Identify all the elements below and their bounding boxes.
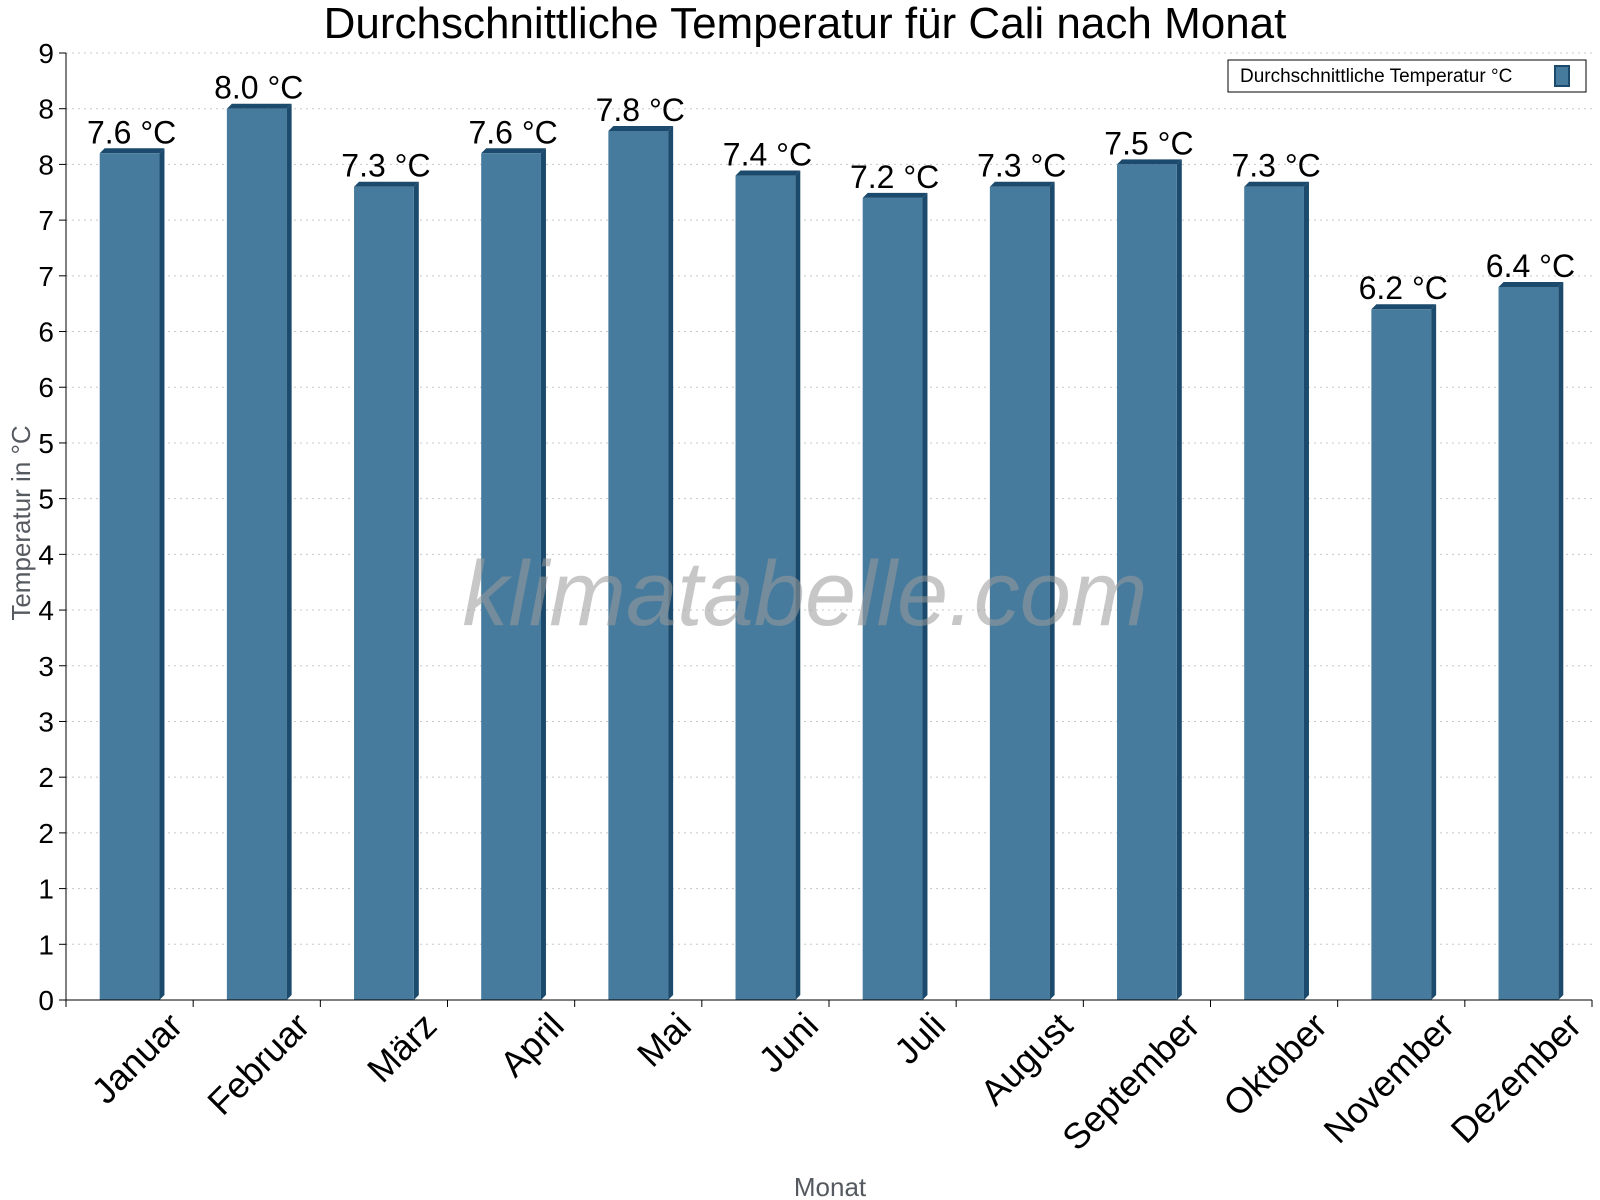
y-tick-label: 7 <box>38 261 54 292</box>
bar-top <box>481 148 546 154</box>
x-tick-label: August <box>972 1005 1080 1113</box>
data-label: 7.3 °C <box>341 148 430 184</box>
bar-top <box>608 125 674 131</box>
data-label: 6.2 °C <box>1359 270 1448 306</box>
bar-side <box>1049 181 1055 1001</box>
x-tick-label: Juli <box>886 1005 953 1072</box>
legend-swatch <box>1554 65 1570 87</box>
bar-side <box>1176 159 1182 1001</box>
y-tick-label: 2 <box>38 762 54 793</box>
y-tick-label: 2 <box>38 818 54 849</box>
bar-top <box>862 192 928 198</box>
data-label: 7.3 °C <box>977 148 1066 184</box>
bar-side <box>1558 281 1564 1000</box>
legend: Durchschnittliche Temperatur °C <box>1227 59 1587 93</box>
bar-side <box>413 181 419 1001</box>
bar-side <box>922 192 928 1000</box>
x-tick-label: Januar <box>83 1005 190 1112</box>
y-tick-label: 1 <box>38 929 54 960</box>
bar-top <box>1371 304 1437 310</box>
data-label: 7.8 °C <box>596 92 685 128</box>
x-tick-label: November <box>1315 1005 1461 1151</box>
bar <box>481 153 541 1001</box>
x-tick-label: Dezember <box>1443 1005 1589 1151</box>
bar-top <box>226 103 292 109</box>
y-tick-label: 3 <box>38 651 54 682</box>
grid-lines <box>66 52 1592 945</box>
y-tick-label: 9 <box>38 38 54 69</box>
x-tick-label: Februar <box>199 1005 317 1123</box>
bar <box>226 108 287 1001</box>
x-tick-label: Oktober <box>1215 1005 1335 1125</box>
legend-label: Durchschnittliche Temperatur °C <box>1240 66 1512 87</box>
data-label: 7.6 °C <box>468 114 557 150</box>
bar-top <box>735 170 801 176</box>
bar <box>1498 286 1559 1000</box>
y-tick-label: 6 <box>38 372 54 403</box>
y-tick-label: 8 <box>38 149 54 180</box>
bar-side <box>540 148 546 1001</box>
bar <box>354 186 414 1001</box>
x-tick-label: Juni <box>750 1005 826 1081</box>
bar <box>608 130 669 1001</box>
bar-top <box>1498 281 1564 287</box>
bar-top <box>989 181 1055 187</box>
bar <box>862 197 923 1000</box>
legend-box <box>1227 59 1587 93</box>
bar <box>989 186 1050 1001</box>
data-label: 6.4 °C <box>1486 248 1575 284</box>
bar-side <box>668 125 674 1001</box>
y-tick-label: 4 <box>38 539 54 570</box>
y-tick-label: 7 <box>38 205 54 236</box>
bar-top <box>1244 181 1309 187</box>
bar <box>1371 309 1432 1000</box>
data-label: 8.0 °C <box>214 70 303 106</box>
x-axis-title: Monat <box>794 1172 867 1200</box>
x-tick-label: September <box>1054 1005 1208 1159</box>
y-tick-label: 5 <box>38 428 54 459</box>
bar <box>99 153 160 1001</box>
bar-side <box>286 103 292 1001</box>
data-label: 7.2 °C <box>850 159 939 195</box>
y-tick-label: 6 <box>38 317 54 348</box>
y-axis-title: Temperatur in °C <box>6 425 36 620</box>
bar-top <box>354 181 419 187</box>
data-label: 7.6 °C <box>87 114 176 150</box>
bar-side <box>1431 304 1437 1000</box>
x-tick-label: Mai <box>629 1005 699 1075</box>
y-tick-label: 5 <box>38 484 54 515</box>
y-tick-label: 0 <box>38 985 54 1016</box>
watermark: klimatabelle.com <box>462 543 1147 645</box>
bar <box>1244 186 1304 1001</box>
bars: 7.6 °C 8.0 °C 7.3 °C 7.6 °C 7.8 °C 7.4 °C 7.2 … <box>87 70 1575 1001</box>
bar-side <box>159 148 165 1001</box>
x-tick-label: April <box>492 1005 572 1085</box>
data-label: 7.4 °C <box>723 137 812 173</box>
bar-side <box>1303 181 1309 1001</box>
bar-top <box>1117 159 1182 165</box>
bar-side <box>795 170 801 1000</box>
data-label: 7.5 °C <box>1104 125 1193 161</box>
chart-title: Durchschnittliche Temperatur für Cali na… <box>324 0 1287 48</box>
x-tick-label: März <box>359 1005 445 1091</box>
y-tick-label: 3 <box>38 706 54 737</box>
y-tick-label: 4 <box>38 595 54 626</box>
bar <box>735 175 796 1000</box>
bar <box>1117 164 1177 1001</box>
data-label: 7.3 °C <box>1231 148 1320 184</box>
y-tick-label: 8 <box>38 94 54 125</box>
y-tick-label: 1 <box>38 874 54 905</box>
bar-top <box>99 148 165 154</box>
